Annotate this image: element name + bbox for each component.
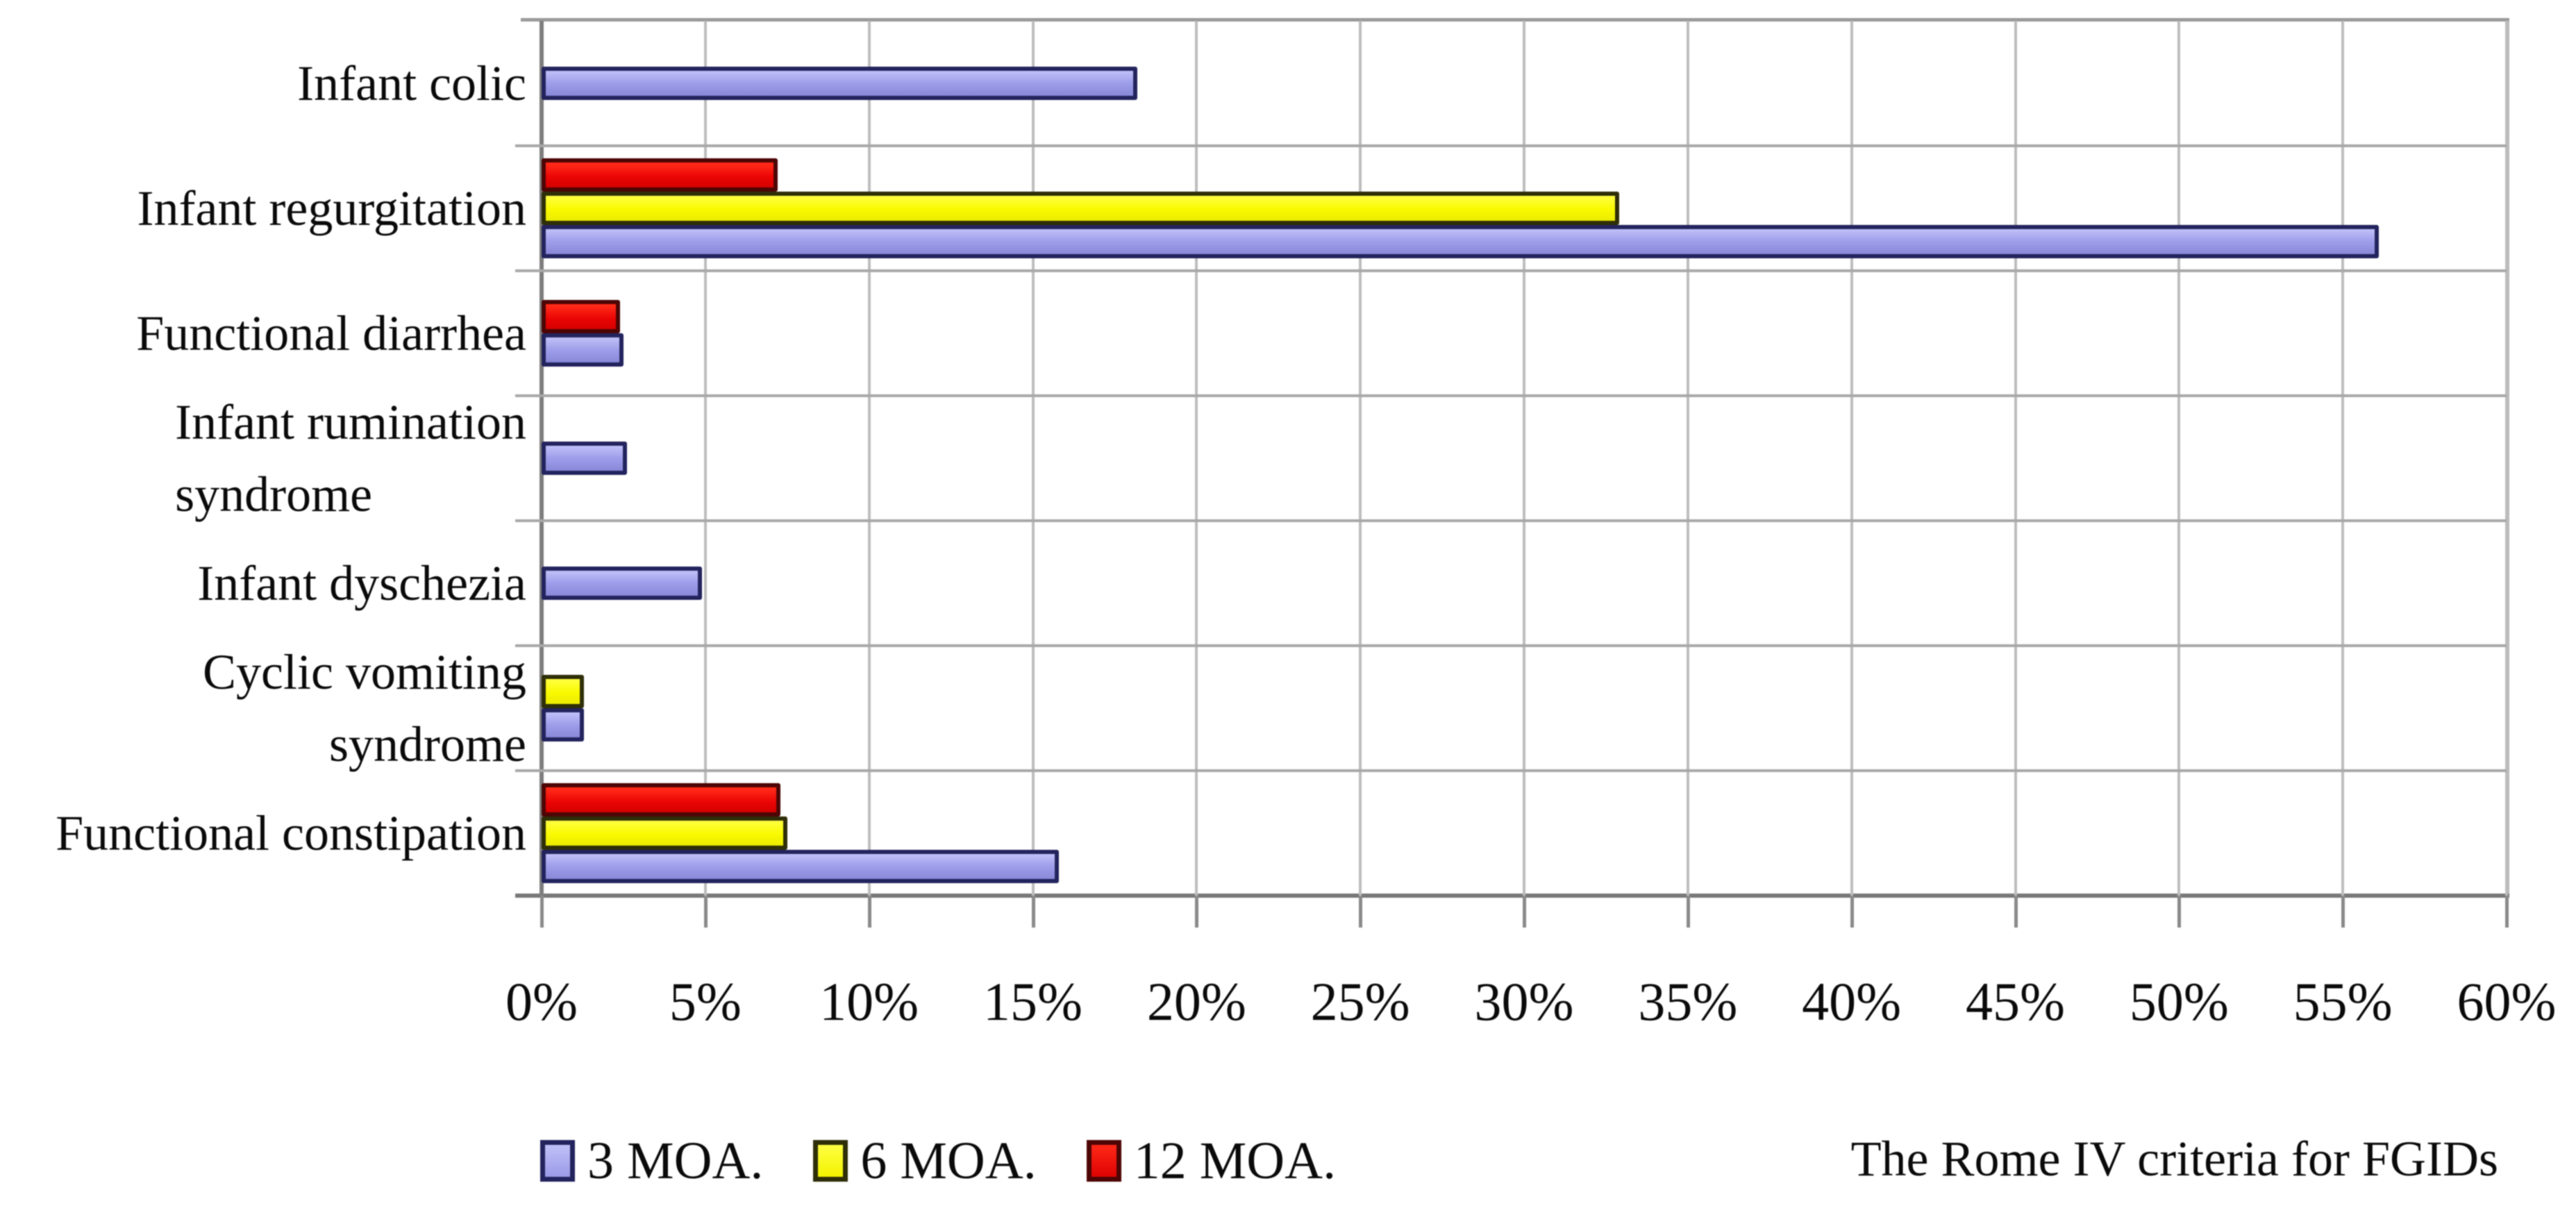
category-row bbox=[542, 771, 2507, 896]
x-axis-tick-label: 40% bbox=[1802, 971, 1902, 1032]
plot-area bbox=[515, 18, 2509, 928]
x-axis-tick-mark bbox=[2177, 896, 2182, 928]
legend-swatch-12moa bbox=[1086, 1140, 1121, 1182]
category-label: Infant colic bbox=[0, 21, 526, 146]
x-axis-tick-label: 55% bbox=[2293, 971, 2393, 1032]
vertical-gridline bbox=[867, 21, 871, 896]
x-axis-tick-mark bbox=[1686, 896, 1690, 928]
bar-3moa bbox=[542, 442, 627, 475]
x-axis-tick-label: 30% bbox=[1474, 971, 1574, 1032]
x-axis-tick-label: 20% bbox=[1146, 971, 1246, 1032]
x-axis-tick-mark bbox=[1359, 896, 1363, 928]
x-axis-tick-mark bbox=[1031, 896, 1035, 928]
category-label-column: Infant colic Infant regurgitation Function… bbox=[0, 21, 526, 896]
vertical-gridline bbox=[2341, 21, 2345, 896]
bar-6moa bbox=[542, 816, 787, 850]
vertical-gridline bbox=[1523, 21, 1525, 896]
x-axis-tick-mark bbox=[703, 896, 708, 928]
category-separator-line bbox=[515, 269, 2507, 272]
x-axis-tick-label: 5% bbox=[669, 971, 742, 1032]
category-label: Cyclic vomiting syndrome bbox=[0, 644, 526, 772]
x-axis-tick-label: 10% bbox=[819, 971, 919, 1032]
legend-label: 6 MOA. bbox=[860, 1131, 1037, 1190]
category-row bbox=[542, 646, 2507, 771]
legend-label: 3 MOA. bbox=[587, 1131, 764, 1190]
vertical-gridline bbox=[1359, 21, 1362, 896]
legend: 3 MOA. 6 MOA. 12 MOA. bbox=[540, 1119, 1336, 1203]
legend-swatch-6moa bbox=[813, 1140, 848, 1182]
x-axis-tick-label: 35% bbox=[1638, 971, 1738, 1032]
x-axis-tick-labels: 0% 5% 10% 15% 20% 25% 30% 35% 40% 45% 50% 55% 60% bbox=[505, 971, 2556, 1047]
category-row bbox=[542, 396, 2507, 521]
x-axis-tick-mark bbox=[540, 896, 544, 928]
category-label-text: Infant regurgitation bbox=[137, 180, 527, 236]
x-axis-tick-mark bbox=[2505, 896, 2509, 928]
category-separator-line bbox=[515, 769, 2507, 772]
category-label-text: Functional constipation bbox=[56, 805, 526, 861]
x-axis-tick-mark bbox=[1195, 896, 1199, 928]
vertical-gridline bbox=[1031, 21, 1035, 896]
bar-3moa bbox=[542, 850, 1060, 883]
bar-3moa bbox=[542, 708, 585, 741]
category-label: Functional diarrhea bbox=[0, 271, 526, 396]
plot-right-border bbox=[2507, 21, 2509, 896]
vertical-gridline bbox=[2505, 21, 2508, 896]
bar-12moa bbox=[542, 158, 778, 192]
category-label: Infant dyschezia bbox=[0, 521, 526, 646]
x-axis-line bbox=[515, 894, 2509, 898]
legend-item: 3 MOA. bbox=[540, 1131, 763, 1191]
category-label-text: Functional diarrhea bbox=[136, 305, 526, 361]
legend-item: 12 MOA. bbox=[1086, 1131, 1337, 1191]
chart-footnote: The Rome IV criteria for FGIDs bbox=[1850, 1131, 2498, 1187]
category-row bbox=[542, 521, 2507, 646]
category-label-text: Infant colic bbox=[297, 55, 526, 111]
vertical-gridline bbox=[2014, 21, 2017, 896]
legend-label: 12 MOA. bbox=[1133, 1131, 1337, 1190]
category-label-text: Infant dyschezia bbox=[197, 555, 526, 611]
category-row bbox=[542, 21, 2507, 146]
x-axis-tick-label: 50% bbox=[2129, 971, 2229, 1032]
bar-12moa bbox=[542, 300, 621, 333]
bar-6moa bbox=[542, 192, 1619, 225]
category-label-text: Infant rumination syndrome bbox=[175, 394, 526, 522]
x-axis-tick-label: 60% bbox=[2457, 971, 2557, 1032]
plot-top-border bbox=[521, 18, 2509, 22]
category-label: Infant regurgitation bbox=[0, 146, 527, 271]
category-separator-line bbox=[515, 394, 2507, 397]
bar-12moa bbox=[542, 783, 781, 816]
x-axis-tick-mark bbox=[1850, 896, 1854, 928]
bar-3moa bbox=[542, 567, 703, 600]
category-separator-line bbox=[515, 644, 2507, 647]
bar-3moa bbox=[542, 333, 624, 367]
category-separator-line bbox=[515, 519, 2507, 522]
x-axis-tick-label: 0% bbox=[505, 971, 578, 1032]
bar-3moa bbox=[542, 67, 1138, 100]
vertical-gridline bbox=[2177, 21, 2181, 896]
legend-swatch-3moa bbox=[540, 1140, 575, 1182]
x-axis-tick-label: 25% bbox=[1310, 971, 1410, 1032]
vertical-gridline bbox=[703, 21, 707, 896]
x-axis-tick-label: 15% bbox=[983, 971, 1082, 1032]
bar-6moa bbox=[542, 675, 585, 708]
legend-item: 6 MOA. bbox=[813, 1131, 1037, 1191]
vertical-gridline bbox=[1850, 21, 1853, 896]
bar-3moa bbox=[542, 225, 2380, 258]
category-row bbox=[542, 146, 2507, 271]
x-axis-tick-mark bbox=[1523, 896, 1526, 928]
x-axis-tick-mark bbox=[867, 896, 871, 928]
category-label-text: Cyclic vomiting syndrome bbox=[203, 644, 526, 772]
category-separator-line bbox=[515, 144, 2507, 147]
vertical-gridline bbox=[1195, 21, 1198, 896]
x-axis-tick-mark bbox=[2014, 896, 2018, 928]
category-label: Infant rumination syndrome bbox=[0, 394, 526, 522]
x-axis-tick-mark bbox=[2341, 896, 2345, 928]
category-label: Functional constipation bbox=[0, 771, 526, 896]
category-row bbox=[542, 271, 2507, 396]
x-axis-tick-label: 45% bbox=[1966, 971, 2065, 1032]
vertical-gridline bbox=[1686, 21, 1689, 896]
